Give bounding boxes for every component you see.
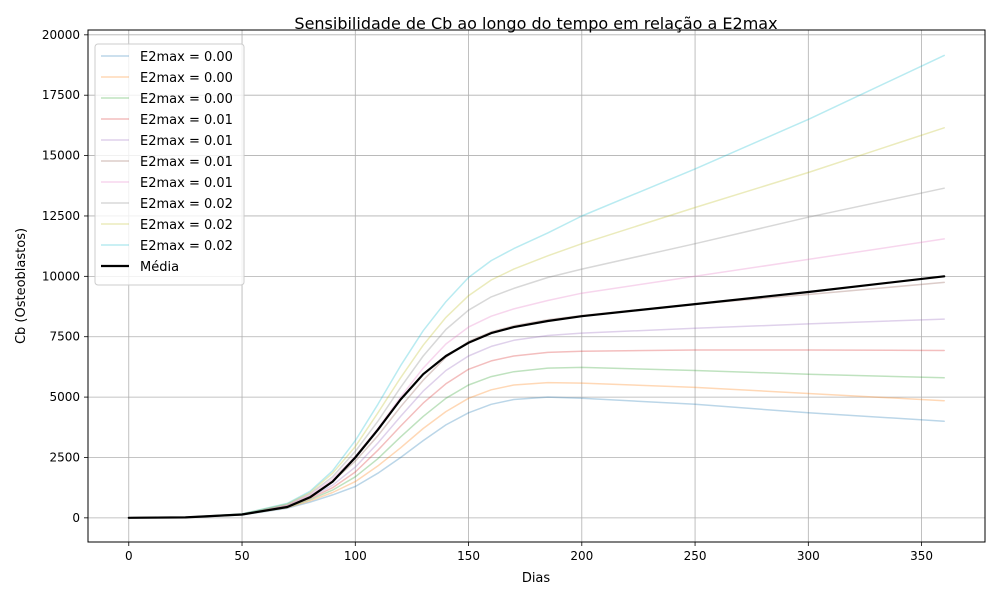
- series-line-8: [128, 127, 945, 519]
- legend-label: E2max = 0.02: [140, 239, 233, 254]
- series-line-1: [128, 381, 945, 519]
- legend-label: E2max = 0.02: [140, 218, 233, 233]
- legend-label: E2max = 0.01: [140, 134, 233, 149]
- series-line-6: [128, 238, 945, 519]
- y-tick-label: 17500: [42, 88, 80, 102]
- y-tick-label: 5000: [49, 390, 80, 404]
- legend-box: [94, 43, 245, 286]
- y-axis-title: Cb (Osteoblastos): [14, 228, 29, 344]
- legend-label: E2max = 0.00: [140, 71, 233, 86]
- series-line-7: [128, 187, 945, 519]
- legend: E2max = 0.00 E2max = 0.00 E2max = 0.00 E2ma…: [94, 43, 245, 286]
- legend-label: E2max = 0.00: [140, 50, 233, 65]
- legend-label: Média: [140, 260, 179, 275]
- y-axis: 0 2500 5000 7500 10000 12500 15000 17500 20000: [42, 28, 88, 525]
- legend-label: E2max = 0.01: [140, 113, 233, 128]
- y-tick-label: 0: [72, 511, 80, 525]
- y-tick-label: 2500: [49, 450, 80, 464]
- legend-label: E2max = 0.01: [140, 155, 233, 170]
- x-axis-title: Dias: [522, 571, 551, 586]
- series-line-9: [128, 54, 945, 519]
- x-tick-label: 350: [910, 549, 933, 563]
- legend-label: E2max = 0.01: [140, 176, 233, 191]
- x-tick-label: 250: [684, 549, 707, 563]
- legend-label: E2max = 0.00: [140, 92, 233, 107]
- y-tick-label: 7500: [49, 330, 80, 344]
- x-tick-label: 100: [344, 549, 367, 563]
- series-line-0: [128, 396, 945, 519]
- series-lines: [127, 54, 946, 519]
- x-tick-label: 50: [234, 549, 249, 563]
- x-axis: 0 50 100 150 200 250 300 350: [125, 542, 933, 563]
- plot-frame: [87, 29, 986, 543]
- x-tick-label: 150: [457, 549, 480, 563]
- y-tick-label: 15000: [42, 149, 80, 163]
- x-tick-label: 200: [570, 549, 593, 563]
- y-tick-label: 12500: [42, 209, 80, 223]
- legend-label: E2max = 0.02: [140, 197, 233, 212]
- series-line-2: [128, 366, 945, 519]
- y-tick-label: 10000: [42, 269, 80, 283]
- x-tick-label: 0: [125, 549, 133, 563]
- x-tick-label: 300: [797, 549, 820, 563]
- series-line-5: [128, 281, 945, 519]
- y-tick-label: 20000: [42, 28, 80, 42]
- chart-title: Sensibilidade de Cb ao longo do tempo em…: [294, 14, 777, 33]
- series-line-4: [128, 318, 945, 519]
- series-line-10: [127, 275, 946, 519]
